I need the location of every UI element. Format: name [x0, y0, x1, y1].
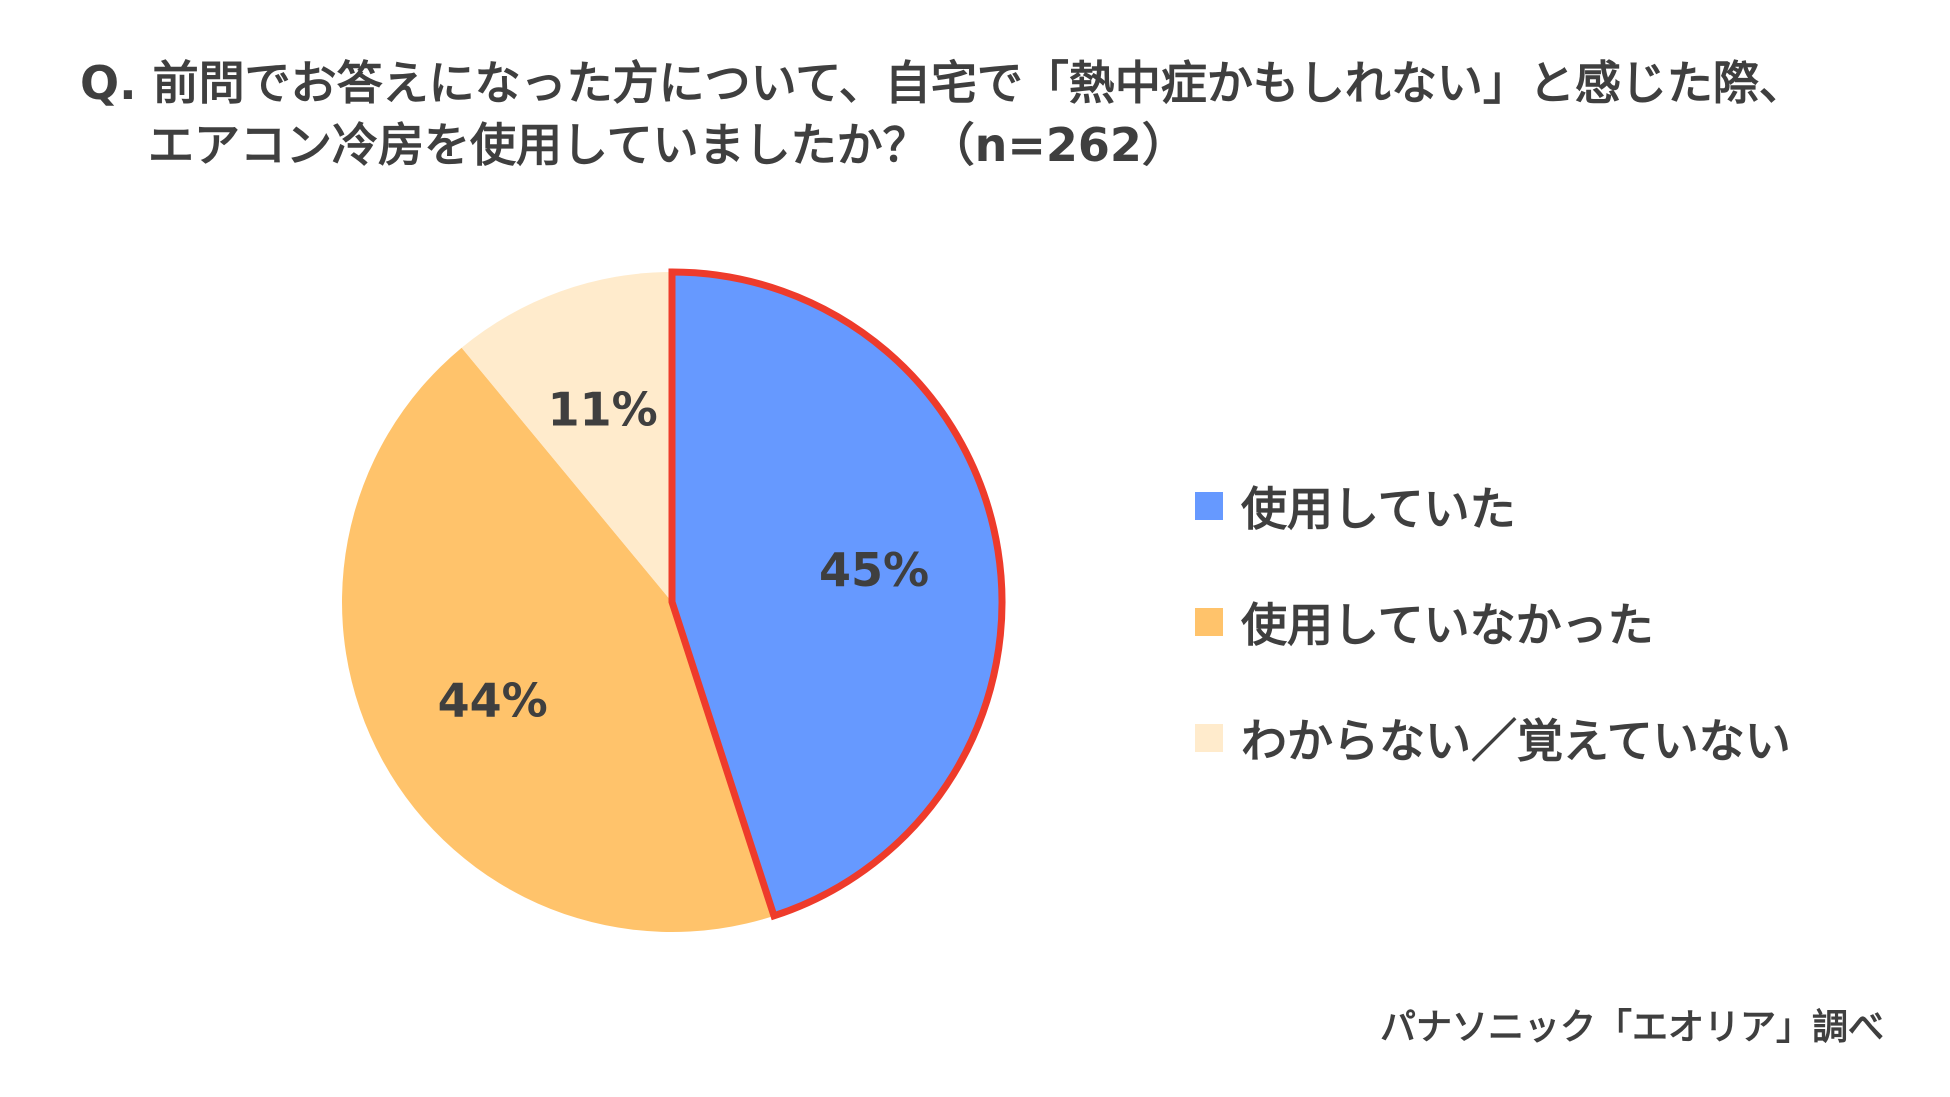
chart-title-line-2: エアコン冷房を使用していましたか？（n=262） — [148, 118, 1188, 172]
pie-slice-unknown — [461, 272, 672, 602]
pie-highlight-outline — [668, 268, 1006, 921]
legend-label-unknown: わからない／覚えていない — [1241, 714, 1791, 768]
legend-item-not-used: 使用していなかった — [1195, 564, 1791, 680]
legend-label-used: 使用していた — [1241, 482, 1516, 536]
data-label-not-used: 44% — [438, 674, 548, 728]
data-label-used: 45% — [819, 543, 929, 597]
legend-item-unknown: わからない／覚えていない — [1195, 680, 1791, 796]
legend-swatch-not-used — [1195, 608, 1223, 636]
legend-swatch-used — [1195, 492, 1223, 520]
legend-label-not-used: 使用していなかった — [1241, 598, 1654, 652]
pie-slice-not-used — [342, 347, 774, 933]
pie-slices — [342, 272, 1002, 933]
data-label-unknown: 11% — [548, 382, 658, 436]
legend: 使用していた 使用していなかった わからない／覚えていない — [1195, 448, 1791, 796]
pie-data-labels: 45% 44% 11% — [438, 382, 929, 727]
chart-title-line-1: Q. 前問でお答えになった方について、自宅で「熱中症かもしれない」と感じた際、 — [80, 56, 1805, 110]
source-note: パナソニック「エオリア」調べ — [1379, 1007, 1884, 1048]
pie-slice-highlight-used — [668, 268, 1006, 921]
pie-slice-used — [672, 272, 1002, 916]
legend-swatch-unknown — [1195, 724, 1223, 752]
chart-title: Q. 前問でお答えになった方について、自宅で「熱中症かもしれない」と感じた際、 … — [80, 52, 1920, 176]
legend-item-used: 使用していた — [1195, 448, 1791, 564]
